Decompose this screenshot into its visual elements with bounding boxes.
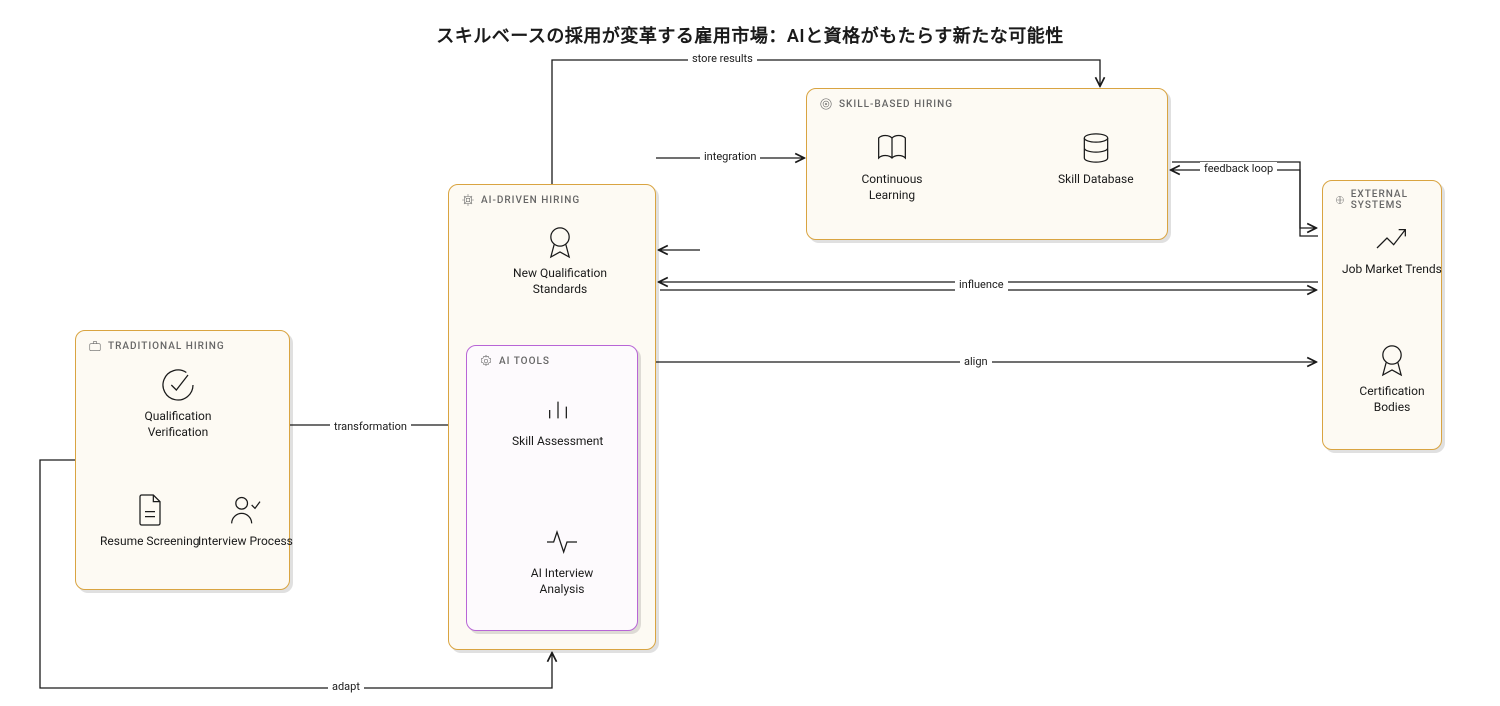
- edge-label-align: align: [960, 355, 992, 368]
- node-label: Skill Database: [1058, 172, 1134, 188]
- node-ai-interview-analysis: AI Interview Analysis: [512, 522, 612, 597]
- check-circle-icon: [158, 365, 198, 405]
- edge-label-influence: influence: [955, 278, 1008, 291]
- panel-title-skill-based: SKILL-BASED HIRING: [839, 99, 953, 110]
- node-skill-assessment: Skill Assessment: [512, 390, 603, 450]
- bars-icon: [538, 390, 578, 430]
- panel-header-traditional: TRADITIONAL HIRING: [76, 331, 289, 357]
- ribbon-icon: [1372, 340, 1412, 380]
- edge-label-integration: integration: [700, 150, 760, 163]
- panel-title-ai-driven: AI-DRIVEN HIRING: [481, 195, 580, 206]
- gear-icon: [479, 354, 493, 368]
- panel-title-traditional: TRADITIONAL HIRING: [108, 341, 225, 352]
- edge-label-feedback-loop: feedback loop: [1200, 162, 1277, 175]
- edge-label-transformation: transformation: [330, 420, 411, 433]
- node-resume-screening: Resume Screening: [100, 490, 199, 550]
- edge-label-adapt: adapt: [328, 680, 364, 693]
- book-icon: [872, 128, 912, 168]
- panel-title-external: EXTERNAL SYSTEMS: [1351, 189, 1429, 211]
- node-label: Certification Bodies: [1342, 384, 1442, 415]
- panel-header-ai-tools: AI TOOLS: [467, 346, 637, 372]
- user-check-icon: [225, 490, 265, 530]
- node-label: Skill Assessment: [512, 434, 603, 450]
- panel-header-skill-based: SKILL-BASED HIRING: [807, 89, 1167, 115]
- globe-icon: [1335, 193, 1345, 207]
- cpu-icon: [461, 193, 475, 207]
- document-icon: [130, 490, 170, 530]
- ribbon-icon: [540, 222, 580, 262]
- node-label: Qualification Verification: [128, 409, 228, 440]
- node-continuous-learning: Continuous Learning: [842, 128, 942, 203]
- node-interview-process: Interview Process: [198, 490, 293, 550]
- node-new-qualification-standards: New Qualification Standards: [510, 222, 610, 297]
- node-label: Job Market Trends: [1342, 262, 1442, 278]
- node-label: Continuous Learning: [842, 172, 942, 203]
- node-label: AI Interview Analysis: [512, 566, 612, 597]
- database-icon: [1076, 128, 1116, 168]
- panel-header-ai-driven: AI-DRIVEN HIRING: [449, 185, 655, 211]
- briefcase-icon: [88, 339, 102, 353]
- page-title: スキルベースの採用が変革する雇用市場：AIと資格がもたらす新たな可能性: [436, 22, 1063, 48]
- node-label: New Qualification Standards: [510, 266, 610, 297]
- panel-header-external: EXTERNAL SYSTEMS: [1323, 181, 1441, 215]
- panel-title-ai-tools: AI TOOLS: [499, 356, 550, 367]
- node-label: Interview Process: [198, 534, 293, 550]
- target-icon: [819, 97, 833, 111]
- node-certification-bodies: Certification Bodies: [1342, 340, 1442, 415]
- node-job-market-trends: Job Market Trends: [1342, 218, 1442, 278]
- trend-icon: [1372, 218, 1412, 258]
- node-qualification-verification: Qualification Verification: [128, 365, 228, 440]
- node-label: Resume Screening: [100, 534, 199, 550]
- pulse-icon: [542, 522, 582, 562]
- node-skill-database: Skill Database: [1058, 128, 1134, 188]
- edge-label-store-results: store results: [688, 52, 757, 65]
